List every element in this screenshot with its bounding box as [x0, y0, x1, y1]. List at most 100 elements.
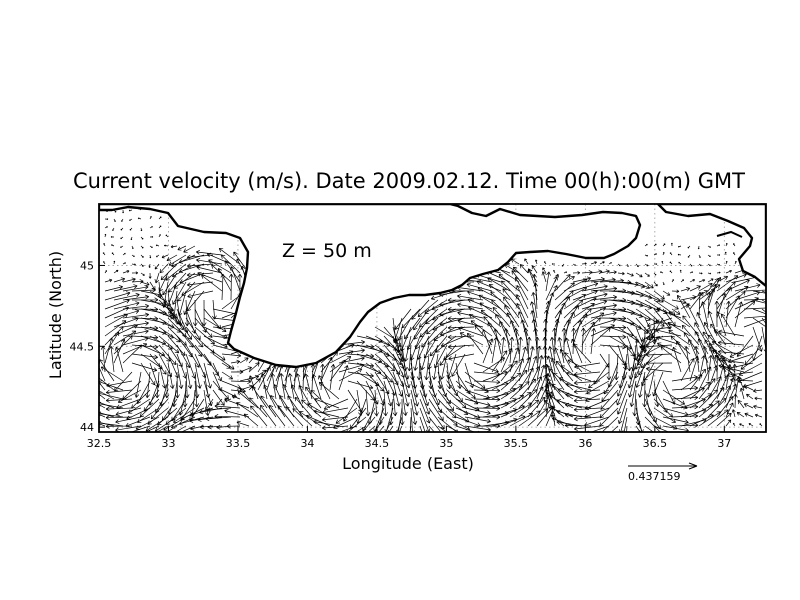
- velocity-arrow: [599, 269, 610, 274]
- velocity-arrow: [158, 362, 167, 389]
- velocity-arrow: [563, 311, 575, 337]
- velocity-arrow: [506, 312, 520, 337]
- velocity-arrow: [230, 266, 241, 292]
- velocity-arrow: [637, 371, 646, 398]
- velocity-arrow: [500, 360, 518, 382]
- velocity-arrow: [113, 324, 138, 337]
- velocity-arrow: [662, 290, 671, 296]
- velocity-arrow: [514, 276, 529, 301]
- velocity-arrow: [635, 416, 643, 432]
- velocity-arrow: [104, 270, 108, 274]
- velocity-arrow: [662, 281, 665, 286]
- velocity-arrow: [104, 299, 130, 310]
- velocity-arrow: [640, 326, 664, 342]
- land-area: [99, 204, 766, 369]
- velocity-arrow: [128, 209, 133, 212]
- velocity-arrow: [166, 254, 178, 262]
- velocity-arrow: [155, 254, 160, 258]
- velocity-arrow: [130, 236, 133, 241]
- velocity-arrow: [122, 285, 149, 292]
- velocity-arrow: [707, 283, 717, 310]
- velocity-arrow: [365, 389, 371, 417]
- velocity-arrow: [662, 398, 688, 410]
- velocity-arrow: [230, 359, 241, 364]
- velocity-arrow: [419, 398, 431, 424]
- velocity-arrow: [149, 254, 152, 259]
- velocity-arrow: [447, 344, 475, 350]
- velocity-arrow: [401, 389, 408, 416]
- velocity-arrow: [501, 280, 520, 301]
- velocity-arrow: [396, 416, 403, 432]
- velocity-arrow: [292, 408, 313, 427]
- velocity-arrow: [174, 425, 187, 432]
- velocity-arrow: [644, 254, 649, 257]
- velocity-arrow: [338, 363, 365, 373]
- velocity-arrow: [687, 254, 691, 258]
- velocity-arrow: [392, 380, 401, 407]
- velocity-arrow: [731, 409, 736, 418]
- velocity-arrow: [590, 327, 597, 355]
- velocity-arrow: [564, 412, 592, 418]
- velocity-arrow: [383, 389, 388, 417]
- velocity-arrow: [170, 245, 178, 249]
- velocity-arrow: [428, 425, 435, 432]
- velocity-arrow: [177, 245, 187, 251]
- velocity-arrow: [561, 263, 565, 267]
- velocity-arrow: [104, 233, 107, 238]
- velocity-arrow: [553, 372, 574, 391]
- velocity-arrow: [498, 274, 520, 292]
- velocity-arrow: [717, 254, 721, 256]
- velocity-arrow: [580, 327, 586, 355]
- velocity-arrow: [509, 369, 528, 391]
- velocity-arrow: [473, 362, 499, 373]
- velocity-arrow: [693, 345, 700, 373]
- velocity-arrow: [113, 260, 116, 265]
- velocity-arrow: [305, 386, 322, 409]
- velocity-arrow: [689, 355, 699, 382]
- velocity-arrow: [632, 389, 638, 417]
- depth-label: Z = 50 m: [282, 240, 372, 262]
- inlet-shoreline: [716, 230, 743, 238]
- velocity-arrow: [378, 425, 385, 432]
- velocity-arrow: [573, 416, 601, 422]
- velocity-arrow: [99, 412, 115, 418]
- velocity-arrow: [761, 317, 766, 325]
- velocity-arrow: [221, 371, 234, 380]
- velocity-arrow: [509, 381, 530, 400]
- velocity-arrow: [657, 342, 682, 355]
- velocity-arrow: [320, 357, 333, 382]
- velocity-arrow: [515, 294, 529, 319]
- velocity-arrow: [725, 419, 732, 427]
- velocity-arrow: [140, 263, 144, 267]
- velocity-arrow: [432, 317, 457, 331]
- velocity-arrow: [653, 263, 658, 266]
- y-tick-label: 44.5: [70, 340, 95, 353]
- velocity-arrow: [167, 362, 175, 389]
- velocity-arrow: [221, 362, 231, 369]
- velocity-arrow: [679, 269, 682, 274]
- velocity-arrow: [500, 348, 513, 373]
- velocity-arrow: [482, 357, 506, 373]
- velocity-arrow: [518, 399, 540, 418]
- velocity-arrow: [608, 270, 617, 275]
- velocity-arrow: [150, 398, 169, 420]
- velocity-arrow: [434, 344, 448, 369]
- velocity-arrow: [314, 397, 340, 409]
- y-tick-label: 45: [80, 259, 94, 272]
- velocity-arrow: [626, 425, 628, 432]
- velocity-arrow: [208, 259, 232, 274]
- velocity-arrow: [671, 289, 680, 294]
- velocity-arrow: [260, 395, 277, 418]
- velocity-arrow: [698, 411, 722, 427]
- velocity-arrow: [546, 378, 565, 400]
- velocity-arrow: [512, 266, 529, 283]
- velocity-arrow: [698, 378, 716, 400]
- velocity-arrow: [310, 389, 331, 409]
- velocity-arrow: [698, 254, 701, 258]
- velocity-arrow: [401, 380, 410, 407]
- velocity-arrow: [426, 317, 448, 335]
- velocity-arrow: [145, 371, 151, 399]
- velocity-arrow: [573, 425, 601, 432]
- velocity-arrow: [203, 362, 212, 389]
- velocity-arrow: [374, 389, 379, 417]
